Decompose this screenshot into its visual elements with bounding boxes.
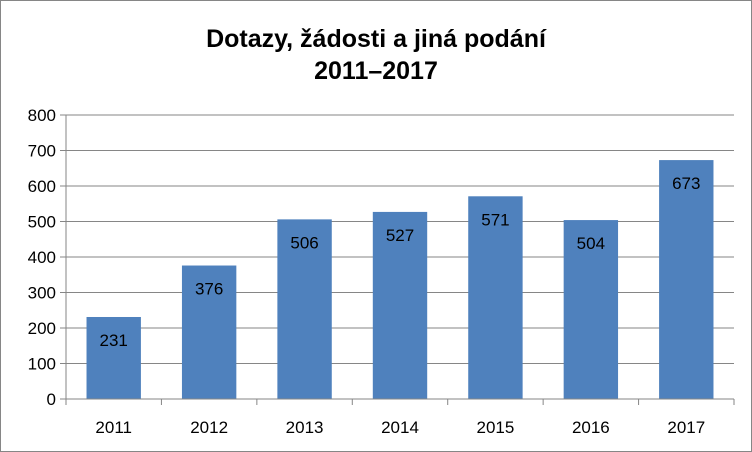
chart-subtitle: 2011–2017 <box>314 57 438 85</box>
y-tick-label: 300 <box>28 284 56 303</box>
x-tick-label-2013: 2013 <box>286 418 324 437</box>
y-tick-label: 800 <box>28 106 56 125</box>
chart-title: Dotazy, žádosti a jiná podání <box>206 25 546 53</box>
data-label-2017: 673 <box>672 174 700 193</box>
data-label-2013: 506 <box>290 233 318 252</box>
bar-2012 <box>181 265 237 399</box>
x-tick-label-2015: 2015 <box>477 418 515 437</box>
data-label-2014: 527 <box>386 226 414 245</box>
y-tick-label: 200 <box>28 319 56 338</box>
bar-2016 <box>563 220 619 399</box>
data-label-2016: 504 <box>577 234 605 253</box>
data-label-2012: 376 <box>195 280 223 299</box>
y-tick-label: 700 <box>28 142 56 161</box>
y-tick-label: 0 <box>47 390 56 409</box>
chart-title-block: Dotazy, žádosti a jiná podání 2011–2017 <box>1 23 751 87</box>
x-tick-label-2012: 2012 <box>190 418 228 437</box>
bar-2011 <box>86 316 141 399</box>
bar-2015 <box>468 196 523 399</box>
x-tick-label-2016: 2016 <box>572 418 610 437</box>
y-tick-label: 400 <box>28 248 56 267</box>
x-tick-label-2014: 2014 <box>381 418 419 437</box>
x-tick-label-2011: 2011 <box>95 418 132 437</box>
bar-2017 <box>659 160 714 399</box>
data-label-2011: 231 <box>100 331 128 350</box>
data-label-2015: 571 <box>481 210 509 229</box>
y-tick-label: 500 <box>28 213 56 232</box>
y-tick-label: 600 <box>28 177 56 196</box>
x-tick-label-2017: 2017 <box>667 418 705 437</box>
bar-2013 <box>277 219 332 399</box>
y-tick-label: 100 <box>28 355 56 374</box>
bar-2014 <box>372 211 428 399</box>
